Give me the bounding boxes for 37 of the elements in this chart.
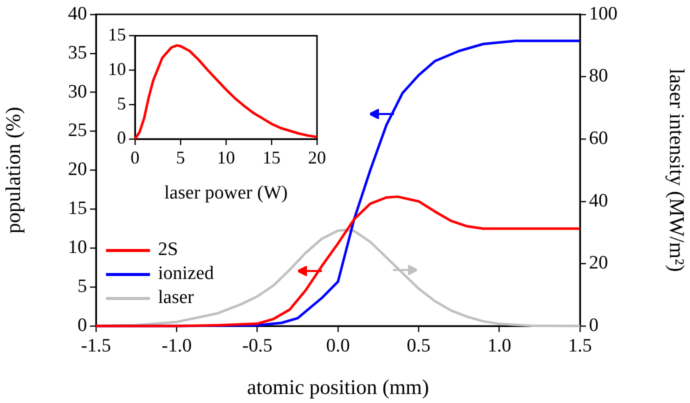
y-tick-label: 35 [68,42,87,64]
y2-tick-label: 40 [589,190,608,212]
y2-tick-label: 100 [589,3,618,24]
x-tick-label: 10 [217,148,235,168]
x-tick-label: 5 [176,148,185,168]
x-tick-label: 0.5 [406,335,431,356]
y-tick-label: 40 [68,3,87,24]
y-tick-label: 0 [78,314,87,336]
y-tick-label: 25 [68,120,87,142]
y-tick-label: 10 [68,237,87,258]
legend-label: 2S [158,238,178,262]
y-tick-label: 10 [108,58,126,79]
y2-tick-label: 0 [589,314,598,336]
x-tick-label: -0.5 [242,335,272,356]
x-tick-label: 0.0 [326,335,350,356]
x-tick-label: 1.0 [487,335,512,356]
y2-tick-label: 80 [589,66,608,87]
y-tick-label: 15 [68,198,87,220]
y-tick-label: 15 [108,24,126,45]
x-axis-title: laser power (W) [164,182,288,204]
x-tick-label: 20 [308,148,326,168]
y2-axis-title: laser intensity (MW/m²) [664,68,689,272]
y-axis-title: population (%) [1,106,26,234]
y-tick-label: 0 [117,128,126,148]
x-axis-title: atomic position (mm) [247,374,429,399]
x-tick-label: -1.0 [162,335,192,356]
x-tick-label: -1.5 [80,335,112,356]
y-tick-label: 5 [117,93,126,114]
x-tick-label: 1.5 [568,335,592,356]
x-tick-label: 0 [130,148,140,168]
y-tick-label: 30 [68,81,87,102]
legend-label: laser [158,286,194,310]
y2-tick-label: 60 [589,128,608,150]
x-tick-label: 15 [262,148,280,168]
y-tick-label: 5 [78,276,87,298]
y2-tick-label: 20 [589,252,608,274]
legend-label: ionized [158,262,214,286]
